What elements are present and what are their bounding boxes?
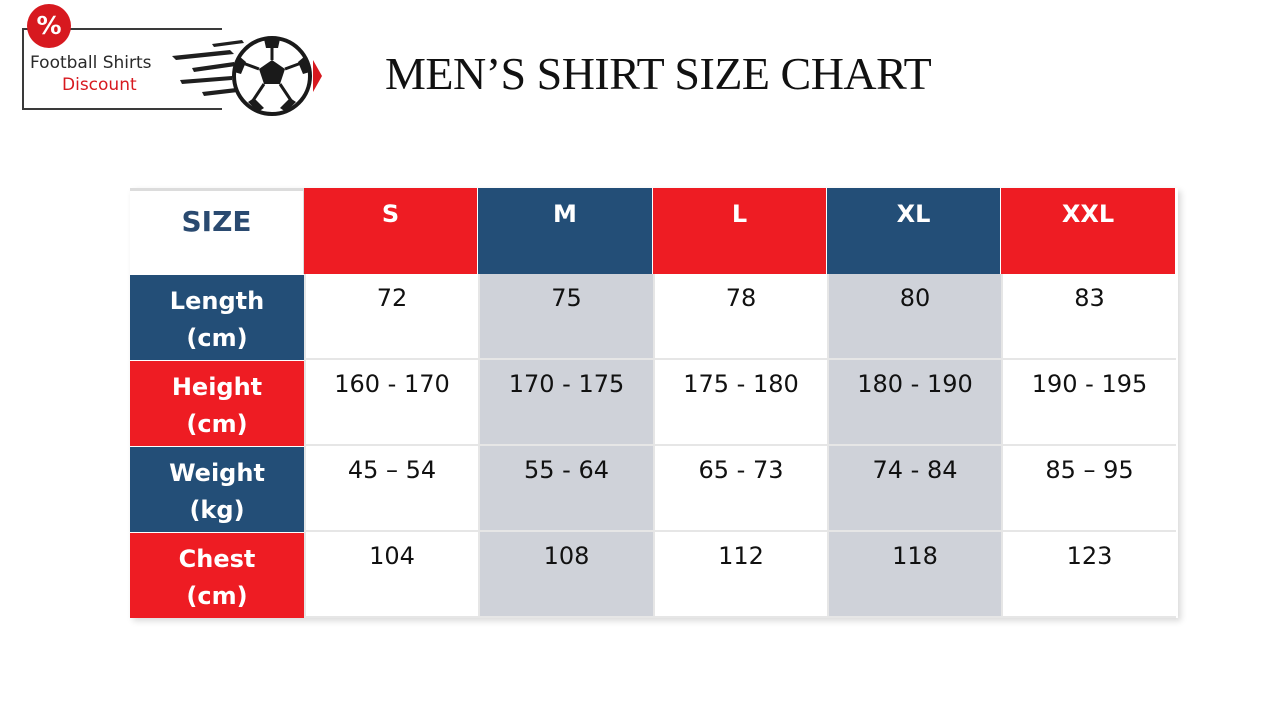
- weight-xl-cell: 74 - 84: [827, 446, 1001, 532]
- logo-text-discount: Discount: [62, 75, 137, 95]
- chest-l-cell: 112: [653, 532, 827, 618]
- row-label-unit: (kg): [130, 492, 304, 529]
- length-l-cell: 78: [653, 274, 827, 360]
- height-m-cell: 170 - 175: [478, 360, 653, 446]
- row-label-height: Height (cm): [130, 360, 304, 446]
- row-label-weight: Weight (kg): [130, 446, 304, 532]
- size-chart-table: SIZE S M L XL XXL Length (cm) 72 75 78 8…: [130, 188, 1178, 618]
- size-header-s: S: [304, 188, 478, 274]
- size-header-label: SIZE: [130, 188, 304, 274]
- length-s-cell: 72: [304, 274, 478, 360]
- chest-xl-cell: 118: [827, 532, 1001, 618]
- row-label-line: Height: [130, 369, 304, 406]
- size-header-xl: XL: [827, 188, 1001, 274]
- size-header-l: L: [653, 188, 827, 274]
- height-s-cell: 160 - 170: [304, 360, 478, 446]
- row-label-line: Chest: [130, 541, 304, 578]
- soccer-ball-icon: [172, 26, 322, 118]
- row-label-unit: (cm): [130, 578, 304, 615]
- chest-m-cell: 108: [478, 532, 653, 618]
- row-label-chest: Chest (cm): [130, 532, 304, 618]
- weight-l-cell: 65 - 73: [653, 446, 827, 532]
- height-xxl-cell: 190 - 195: [1001, 360, 1176, 446]
- row-label-unit: (cm): [130, 320, 304, 357]
- chest-s-cell: 104: [304, 532, 478, 618]
- percent-badge-icon: %: [27, 4, 71, 48]
- row-label-length: Length (cm): [130, 274, 304, 360]
- size-header-m: M: [478, 188, 653, 274]
- logo-text-football-shirts: Football Shirts: [30, 53, 152, 73]
- height-l-cell: 175 - 180: [653, 360, 827, 446]
- chest-xxl-cell: 123: [1001, 532, 1176, 618]
- page-title: MEN’S SHIRT SIZE CHART: [385, 46, 931, 102]
- weight-xxl-cell: 85 – 95: [1001, 446, 1176, 532]
- length-m-cell: 75: [478, 274, 653, 360]
- row-label-line: Weight: [130, 455, 304, 492]
- row-label-unit: (cm): [130, 406, 304, 443]
- length-xxl-cell: 83: [1001, 274, 1176, 360]
- row-label-line: Length: [130, 283, 304, 320]
- height-xl-cell: 180 - 190: [827, 360, 1001, 446]
- weight-m-cell: 55 - 64: [478, 446, 653, 532]
- brand-logo: % Football Shirts Discount: [22, 4, 322, 114]
- length-xl-cell: 80: [827, 274, 1001, 360]
- size-header-xxl: XXL: [1001, 188, 1176, 274]
- weight-s-cell: 45 – 54: [304, 446, 478, 532]
